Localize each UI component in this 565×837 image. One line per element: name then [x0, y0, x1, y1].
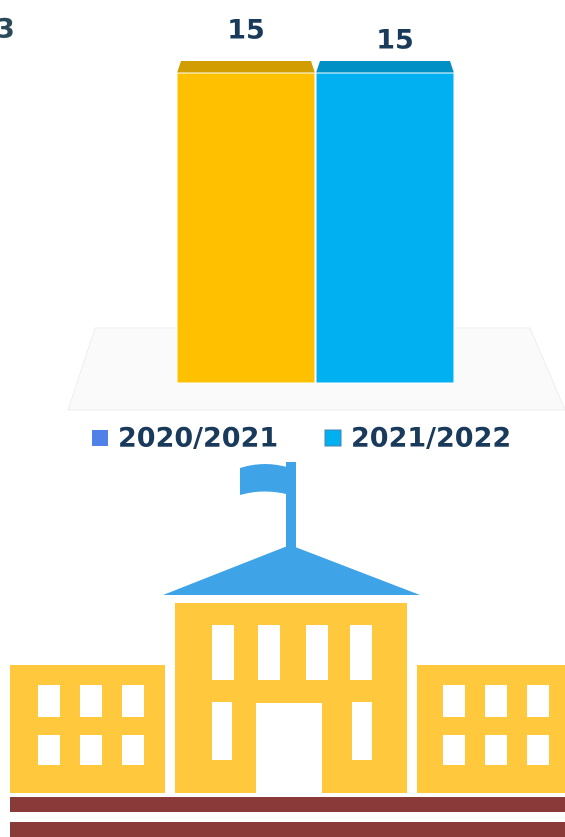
legend-marker [92, 430, 108, 446]
legend-label: 2020/2021 [118, 423, 278, 454]
bar-top [316, 61, 454, 73]
cropped-label: 3 [0, 14, 15, 45]
legend-label: 2021/2022 [351, 423, 511, 454]
data-label: 15 [376, 25, 414, 56]
page: 3 1515 2020/20212021/2022 [0, 0, 565, 837]
legend: 2020/2021 2021/2022 [92, 423, 511, 454]
bar [177, 73, 315, 383]
data-label: 15 [227, 15, 265, 46]
bar-top [177, 61, 315, 73]
legend-marker [325, 430, 341, 446]
bar [316, 73, 454, 383]
school-illustration [10, 462, 565, 837]
